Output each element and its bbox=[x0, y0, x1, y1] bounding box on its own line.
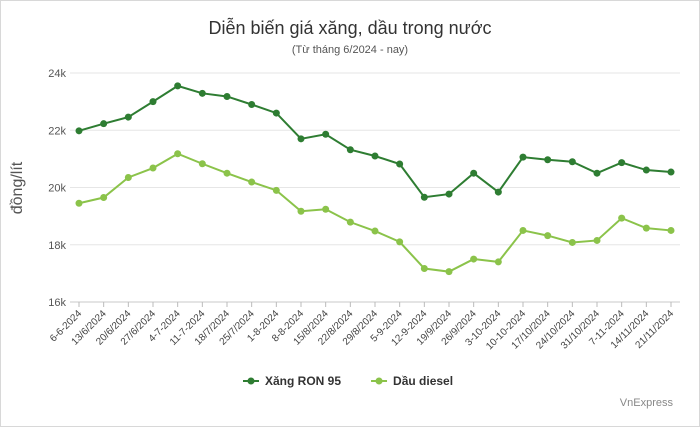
data-point[interactable] bbox=[75, 127, 83, 135]
chart-title: Diễn biến giá xăng, dầu trong nước bbox=[208, 18, 492, 38]
data-point[interactable] bbox=[149, 98, 157, 106]
data-point[interactable] bbox=[642, 166, 650, 174]
data-point[interactable] bbox=[593, 236, 601, 244]
data-point[interactable] bbox=[198, 160, 206, 168]
data-point[interactable] bbox=[568, 238, 576, 246]
data-point[interactable] bbox=[297, 207, 305, 215]
data-point[interactable] bbox=[445, 268, 453, 276]
data-point[interactable] bbox=[272, 109, 280, 117]
data-point[interactable] bbox=[223, 92, 231, 100]
data-point[interactable] bbox=[100, 120, 108, 128]
chart-subtitle: (Từ tháng 6/2024 - nay) bbox=[291, 44, 409, 56]
data-point[interactable] bbox=[75, 199, 83, 207]
data-point[interactable] bbox=[544, 156, 552, 164]
data-point[interactable] bbox=[470, 169, 478, 177]
data-point[interactable] bbox=[593, 169, 601, 177]
data-point[interactable] bbox=[174, 82, 182, 90]
y-tick-label: 24k bbox=[48, 68, 66, 80]
data-point[interactable] bbox=[124, 173, 132, 181]
y-tick-label: 22k bbox=[48, 125, 66, 137]
data-point[interactable] bbox=[174, 150, 182, 158]
data-point[interactable] bbox=[519, 226, 527, 234]
data-point[interactable] bbox=[100, 194, 108, 202]
data-point[interactable] bbox=[494, 188, 502, 196]
data-point[interactable] bbox=[445, 190, 453, 198]
source-credit: VnExpress bbox=[620, 397, 674, 409]
data-point[interactable] bbox=[371, 152, 379, 160]
data-point[interactable] bbox=[198, 89, 206, 97]
y-axis-ticks: 16k 18k 20k 22k 24k bbox=[48, 68, 66, 309]
y-tick-label: 16k bbox=[48, 297, 66, 309]
data-point[interactable] bbox=[149, 164, 157, 172]
data-point[interactable] bbox=[223, 169, 231, 177]
data-point[interactable] bbox=[667, 168, 675, 176]
data-point[interactable] bbox=[420, 265, 428, 273]
data-point[interactable] bbox=[420, 193, 428, 201]
data-point[interactable] bbox=[667, 226, 675, 234]
data-point[interactable] bbox=[346, 146, 354, 154]
data-point[interactable] bbox=[248, 178, 256, 186]
data-point[interactable] bbox=[568, 158, 576, 166]
series-group bbox=[75, 82, 675, 276]
data-point[interactable] bbox=[346, 218, 354, 226]
data-point[interactable] bbox=[519, 153, 527, 161]
data-point[interactable] bbox=[124, 113, 132, 121]
data-point[interactable] bbox=[322, 130, 330, 138]
data-point[interactable] bbox=[322, 205, 330, 213]
legend[interactable]: Xăng RON 95 Dầu diesel bbox=[243, 374, 453, 388]
data-point[interactable] bbox=[248, 100, 256, 108]
data-point[interactable] bbox=[618, 159, 626, 167]
data-point[interactable] bbox=[396, 238, 404, 246]
data-point[interactable] bbox=[396, 160, 404, 168]
data-point[interactable] bbox=[272, 186, 280, 194]
series-line bbox=[78, 84, 672, 199]
data-point[interactable] bbox=[618, 214, 626, 222]
y-axis-label: đồng/lít bbox=[9, 161, 26, 214]
x-axis-ticks: 6-6-202413/6/202420/6/202427/6/20244-7-2… bbox=[48, 302, 676, 352]
legend-item[interactable]: Dầu diesel bbox=[371, 374, 453, 388]
series-line bbox=[78, 152, 672, 273]
data-point[interactable] bbox=[297, 135, 305, 143]
legend-label: Dầu diesel bbox=[393, 374, 453, 388]
legend-marker bbox=[247, 377, 255, 385]
data-point[interactable] bbox=[494, 258, 502, 266]
y-tick-label: 18k bbox=[48, 240, 66, 252]
data-point[interactable] bbox=[371, 227, 379, 235]
data-point[interactable] bbox=[642, 224, 650, 232]
legend-label: Xăng RON 95 bbox=[265, 374, 341, 388]
data-point[interactable] bbox=[470, 255, 478, 263]
grid-lines bbox=[70, 72, 680, 303]
legend-marker bbox=[375, 377, 383, 385]
y-tick-label: 20k bbox=[48, 183, 66, 195]
data-point[interactable] bbox=[544, 232, 552, 240]
legend-item[interactable]: Xăng RON 95 bbox=[243, 374, 341, 388]
